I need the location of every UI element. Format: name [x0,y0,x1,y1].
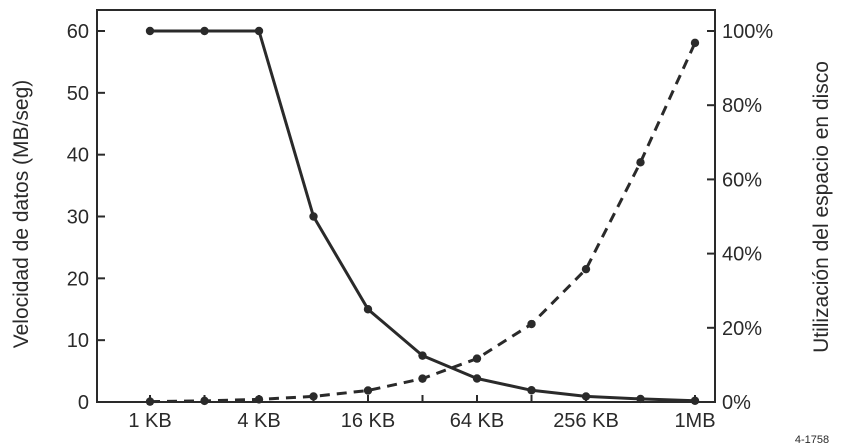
left-tick-label: 10 [67,330,89,352]
x-tick-label: 1 KB [128,410,171,432]
left-tick-label: 30 [67,207,89,229]
x-tick-label: 64 KB [450,410,504,432]
data-point [472,354,482,363]
data-point [200,26,209,36]
left-tick-label: 60 [67,21,89,43]
x-tick-label: 256 KB [553,410,619,432]
series-dashed [145,38,700,406]
x-axis-ticks: 1 KB 4 KB 16 KB 64 KB 256 KB 1MB [128,395,716,432]
series-layer [145,26,700,406]
data-point [363,386,373,395]
data-point [527,386,536,395]
plot-border [96,9,716,403]
data-point [418,351,427,360]
right-tick-label: 20% [722,318,762,340]
data-point [581,264,591,274]
left-axis-ticks: 0 10 20 30 40 50 60 [67,21,105,414]
left-tick-label: 40 [67,145,89,167]
data-point [254,395,264,404]
data-point [145,397,155,406]
left-tick-label: 50 [67,83,89,105]
right-tick-label: 60% [722,169,762,191]
right-tick-label: 80% [722,95,762,117]
data-point [636,158,645,167]
series-solid [145,26,700,405]
right-tick-label: 100% [722,21,773,43]
data-point [145,26,155,36]
x-tick-label: 4 KB [237,410,280,432]
plot-frame [96,9,716,403]
left-tick-label: 0 [78,392,89,414]
data-point [472,374,482,383]
series-line [149,42,697,404]
right-tick-label: 0% [722,392,751,414]
data-point [418,374,427,383]
data-point [527,319,536,329]
x-tick-label: 16 KB [341,410,395,432]
data-point [309,212,318,221]
y-axis-title: Velocidad de datos (MB/seg) [10,80,33,349]
data-point [690,38,700,48]
data-point [200,396,209,406]
x-tick-label: 1MB [674,410,715,432]
y2-axis-title: Utilización del espacio en disco [810,61,833,353]
data-point [363,305,373,314]
data-point [309,392,318,401]
right-tick-label: 40% [722,244,762,266]
data-point [636,394,645,404]
data-point [581,392,591,401]
left-tick-label: 20 [67,268,89,290]
right-axis-ticks: 0% 20% 40% 60% 80% 100% [707,21,773,414]
data-point [690,396,700,405]
corner-note: 4-1758 [795,434,829,445]
data-point [254,26,264,36]
